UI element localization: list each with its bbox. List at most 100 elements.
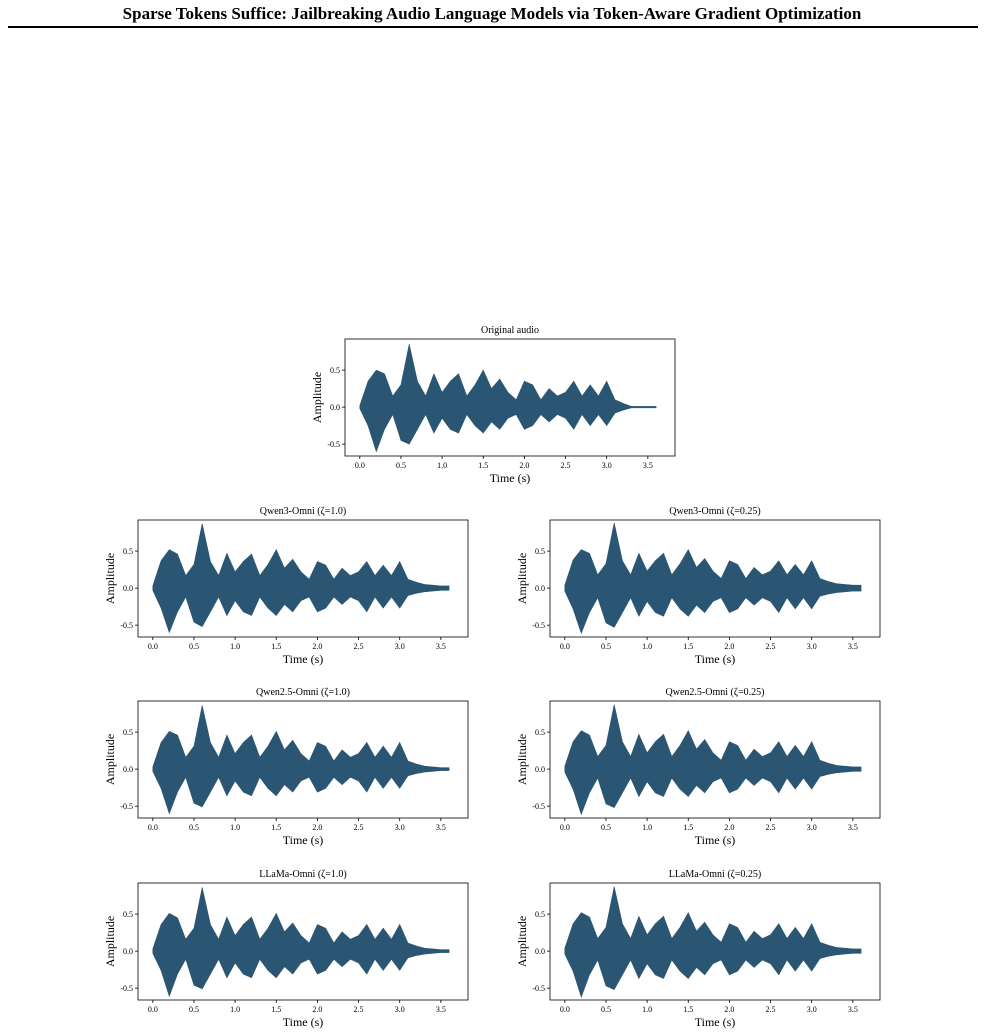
y-tick-label: 0.0 bbox=[535, 765, 545, 774]
y-axis-label: Amplitude bbox=[515, 916, 529, 967]
x-tick-label: 1.0 bbox=[230, 1005, 240, 1014]
y-tick-label: -0.5 bbox=[120, 802, 133, 811]
x-axis-label: Time (s) bbox=[695, 833, 736, 847]
y-axis-label: Amplitude bbox=[103, 734, 117, 785]
x-axis-label: Time (s) bbox=[695, 652, 736, 666]
x-tick-label: 1.5 bbox=[271, 1005, 281, 1014]
waveform-upper bbox=[152, 887, 450, 952]
waveform-upper bbox=[564, 522, 862, 589]
chart-title: Original audio bbox=[481, 325, 539, 336]
y-tick-label: -0.5 bbox=[327, 440, 340, 449]
waveform-lower bbox=[564, 950, 862, 998]
waveform-lower bbox=[359, 406, 657, 453]
x-tick-label: 2.5 bbox=[766, 823, 776, 832]
x-tick-label: 2.0 bbox=[724, 823, 734, 832]
axes-frame bbox=[137, 519, 469, 638]
y-tick-label: 0.5 bbox=[123, 910, 133, 919]
x-tick-label: 3.5 bbox=[848, 1005, 858, 1014]
x-tick-label: 0.0 bbox=[148, 823, 158, 832]
waveform-upper bbox=[152, 523, 450, 589]
chart-title: LLaMa-Omni (ζ=1.0) bbox=[259, 869, 347, 880]
chart-title: Qwen2.5-Omni (ζ=1.0) bbox=[256, 687, 350, 698]
chart-title: Qwen3-Omni (ζ=1.0) bbox=[260, 506, 346, 517]
x-axis-label: Time (s) bbox=[283, 1015, 324, 1029]
waveform-lower bbox=[564, 768, 862, 816]
x-tick-label: 3.5 bbox=[848, 642, 858, 651]
x-tick-label: 2.0 bbox=[519, 461, 529, 470]
x-tick-label: 0.0 bbox=[560, 823, 570, 832]
x-tick-label: 0.5 bbox=[396, 461, 406, 470]
x-tick-label: 2.5 bbox=[354, 1005, 364, 1014]
x-tick-label: 3.0 bbox=[395, 642, 405, 651]
axes-frame bbox=[137, 882, 469, 1001]
x-tick-label: 0.5 bbox=[189, 1005, 199, 1014]
x-tick-label: 0.5 bbox=[189, 642, 199, 651]
x-tick-label: 2.0 bbox=[312, 642, 322, 651]
y-tick-label: 0.5 bbox=[535, 910, 545, 919]
x-tick-label: 3.0 bbox=[602, 461, 612, 470]
x-tick-label: 3.5 bbox=[436, 642, 446, 651]
x-tick-label: 1.5 bbox=[683, 1005, 693, 1014]
x-tick-label: 3.5 bbox=[643, 461, 653, 470]
axes-frame bbox=[549, 700, 881, 819]
x-tick-label: 2.0 bbox=[724, 642, 734, 651]
axes-frame bbox=[549, 882, 881, 1001]
waveform-lower bbox=[152, 950, 450, 998]
x-tick-label: 2.5 bbox=[354, 823, 364, 832]
x-tick-label: 3.0 bbox=[395, 1005, 405, 1014]
chart-title: LLaMa-Omni (ζ=0.25) bbox=[669, 869, 762, 880]
x-tick-label: 3.0 bbox=[395, 823, 405, 832]
x-axis-label: Time (s) bbox=[490, 471, 531, 485]
x-tick-label: 1.5 bbox=[271, 642, 281, 651]
x-tick-label: 0.0 bbox=[560, 642, 570, 651]
chart-title: Qwen2.5-Omni (ζ=0.25) bbox=[666, 687, 765, 698]
x-tick-label: 3.5 bbox=[848, 823, 858, 832]
y-tick-label: 0.5 bbox=[123, 728, 133, 737]
x-tick-label: 0.0 bbox=[355, 461, 365, 470]
x-tick-label: 2.0 bbox=[724, 1005, 734, 1014]
x-tick-label: 0.5 bbox=[601, 1005, 611, 1014]
waveform-upper bbox=[152, 705, 450, 770]
x-tick-label: 1.0 bbox=[230, 642, 240, 651]
waveform-lower bbox=[152, 587, 450, 634]
y-tick-label: 0.5 bbox=[330, 366, 340, 375]
header-title: Sparse Tokens Suffice: Jailbreaking Audi… bbox=[123, 4, 862, 23]
y-axis-label: Amplitude bbox=[515, 553, 529, 604]
x-tick-label: 1.5 bbox=[683, 642, 693, 651]
x-tick-label: 1.0 bbox=[642, 642, 652, 651]
x-tick-label: 2.5 bbox=[561, 461, 571, 470]
y-tick-label: 0.5 bbox=[535, 547, 545, 556]
y-tick-label: -0.5 bbox=[532, 984, 545, 993]
x-tick-label: 2.0 bbox=[312, 1005, 322, 1014]
x-tick-label: 1.0 bbox=[437, 461, 447, 470]
y-axis-label: Amplitude bbox=[310, 372, 324, 423]
y-tick-label: -0.5 bbox=[120, 621, 133, 630]
y-axis-label: Amplitude bbox=[515, 734, 529, 785]
y-tick-label: -0.5 bbox=[532, 621, 545, 630]
x-tick-label: 1.5 bbox=[478, 461, 488, 470]
y-tick-label: 0.0 bbox=[123, 765, 133, 774]
waveform-upper bbox=[564, 886, 862, 952]
y-tick-label: 0.0 bbox=[535, 584, 545, 593]
y-tick-label: -0.5 bbox=[532, 802, 545, 811]
waveform-upper bbox=[564, 704, 862, 770]
waveform-lower bbox=[564, 587, 862, 635]
x-tick-label: 0.0 bbox=[148, 1005, 158, 1014]
y-tick-label: -0.5 bbox=[120, 984, 133, 993]
x-tick-label: 3.0 bbox=[807, 1005, 817, 1014]
y-tick-label: 0.5 bbox=[123, 547, 133, 556]
x-axis-label: Time (s) bbox=[283, 833, 324, 847]
waveform-lower bbox=[152, 768, 450, 815]
x-axis-label: Time (s) bbox=[283, 652, 324, 666]
x-tick-label: 1.0 bbox=[230, 823, 240, 832]
y-tick-label: 0.0 bbox=[330, 403, 340, 412]
x-tick-label: 3.0 bbox=[807, 823, 817, 832]
axes-frame bbox=[549, 519, 881, 638]
y-tick-label: 0.0 bbox=[123, 584, 133, 593]
x-tick-label: 0.0 bbox=[148, 642, 158, 651]
x-tick-label: 1.5 bbox=[271, 823, 281, 832]
x-tick-label: 0.5 bbox=[601, 642, 611, 651]
x-tick-label: 3.0 bbox=[807, 642, 817, 651]
